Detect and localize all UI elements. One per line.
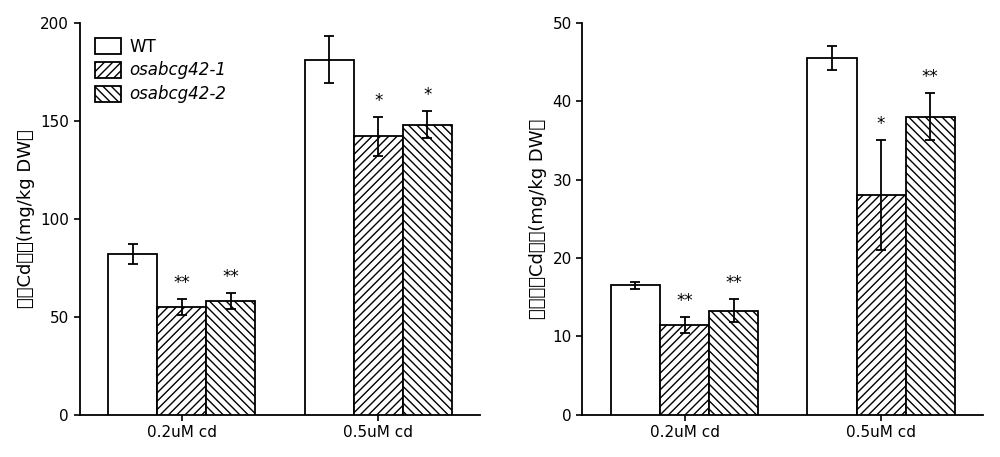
Bar (857, 195, 906, 415)
Text: *: * (423, 86, 432, 104)
Bar (403, 125, 452, 415)
Bar (709, 311, 758, 415)
Bar (906, 117, 955, 415)
Bar (157, 307, 206, 415)
Bar (611, 286, 660, 415)
Text: **: ** (922, 68, 939, 86)
Text: **: ** (725, 274, 742, 292)
Bar (206, 301, 255, 415)
Legend: WT, osabcg42-1, osabcg42-2: WT, osabcg42-1, osabcg42-2 (88, 31, 233, 110)
Text: *: * (877, 115, 885, 133)
Text: **: ** (676, 292, 693, 310)
Y-axis label: 根系Cd含量(mg/kg DW）: 根系Cd含量(mg/kg DW） (17, 129, 35, 308)
Text: *: * (374, 92, 382, 110)
Bar (305, 60, 354, 415)
Y-axis label: 地上部分Cd含量(mg/kg DW）: 地上部分Cd含量(mg/kg DW） (529, 119, 547, 319)
Text: **: ** (222, 268, 239, 286)
Bar (108, 254, 157, 415)
Text: **: ** (173, 274, 190, 292)
Bar (807, 58, 857, 415)
Bar (354, 137, 403, 415)
Bar (660, 325, 709, 415)
